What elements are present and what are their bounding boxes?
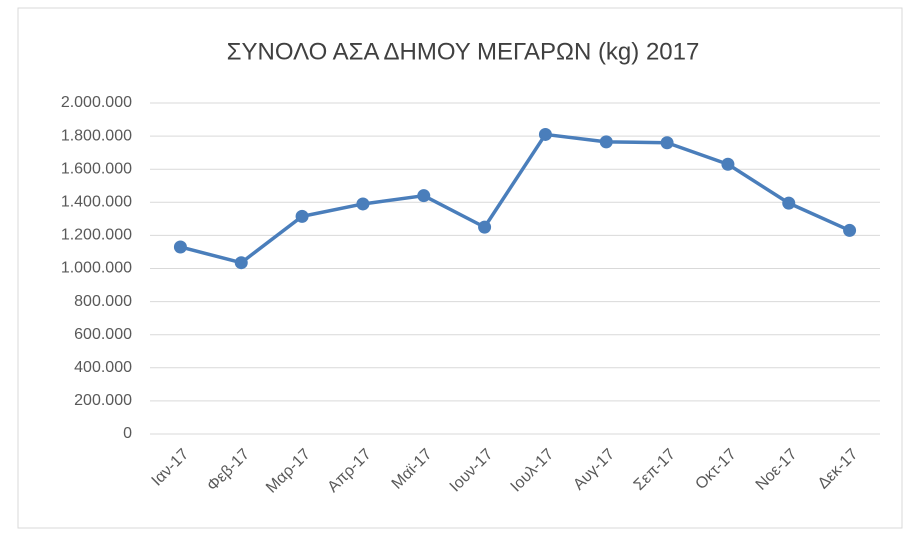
y-tick-label: 400.000 (74, 359, 132, 376)
marker (234, 256, 248, 270)
marker (660, 136, 674, 150)
y-tick-label: 1.600.000 (61, 160, 132, 177)
y-tick-label: 1.000.000 (61, 260, 132, 277)
marker (843, 223, 857, 237)
marker (538, 127, 552, 141)
y-tick-label: 600.000 (74, 326, 132, 343)
y-tick-label: 1.800.000 (61, 127, 132, 144)
y-tick-label: 1.200.000 (61, 227, 132, 244)
y-tick-label: 800.000 (74, 293, 132, 310)
y-tick-label: 1.400.000 (61, 194, 132, 211)
marker (599, 135, 613, 149)
y-tick-label: 2.000.000 (61, 94, 132, 111)
marker (295, 209, 309, 223)
y-tick-label: 0 (123, 425, 132, 442)
marker (356, 197, 370, 211)
marker (417, 189, 431, 203)
marker (173, 240, 187, 254)
marker (721, 157, 735, 171)
marker (478, 220, 492, 234)
line-series (179, 132, 851, 265)
chart-title: ΣΥΝΟΛΟ ΑΣΑ ΔΗΜΟΥ ΜΕΓΑΡΩΝ (kg) 2017 (227, 38, 700, 65)
marker (782, 196, 796, 210)
y-tick-label: 200.000 (74, 392, 132, 409)
